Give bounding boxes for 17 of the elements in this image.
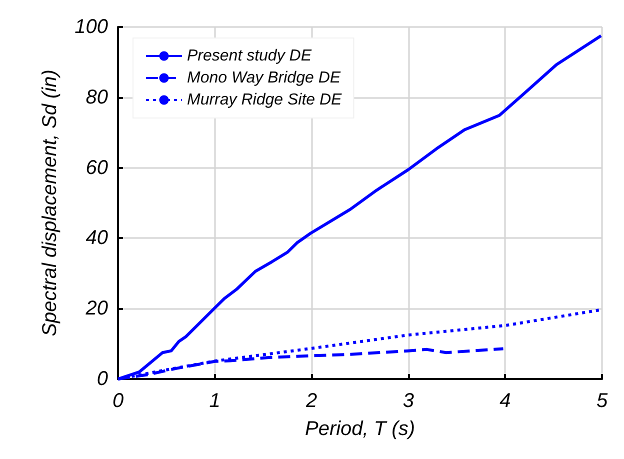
y-tick-label: 80	[86, 86, 108, 108]
x-tick-label: 4	[500, 390, 511, 412]
legend-label: Present study DE	[187, 48, 312, 64]
y-tick-label: 100	[74, 16, 108, 38]
y-tick-label: 0	[96, 368, 108, 390]
x-tick-label: 3	[402, 390, 414, 412]
x-tick-label: 0	[112, 390, 124, 412]
y-axis-title: Spectral displacement, Sd (in)	[39, 70, 61, 336]
y-tick-label: 60	[86, 156, 108, 179]
x-tick-label: 1	[209, 390, 220, 412]
x-tick-label: 2	[305, 390, 318, 412]
y-tick-label: 20	[84, 298, 108, 320]
x-axis-title: Period, T (s)	[304, 418, 416, 440]
legend-label: Mono Way Bridge DE	[187, 70, 341, 86]
legend-label: Murray Ridge Site DE	[187, 92, 342, 108]
y-tick-label: 40	[86, 227, 108, 250]
x-tick-label: 5	[596, 390, 608, 412]
